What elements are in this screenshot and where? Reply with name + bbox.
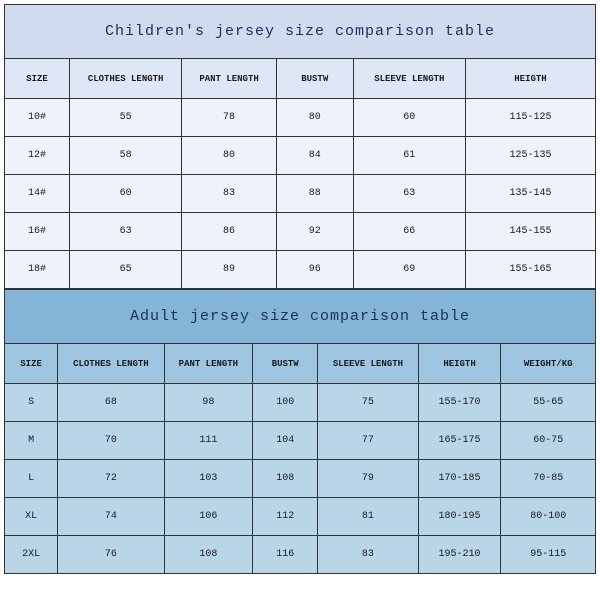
adult-header-cell: PANT LENGTH — [164, 344, 253, 384]
children-header-row: SIZECLOTHES LENGTHPANT LENGTHBUSTWSLEEVE… — [5, 59, 596, 99]
adult-title: Adult jersey size comparison table — [5, 290, 596, 344]
children-cell: 60 — [353, 99, 465, 137]
children-cell: 86 — [182, 213, 277, 251]
adult-data-row: L7210310879170-18570-85 — [5, 460, 596, 498]
children-cell: 78 — [182, 99, 277, 137]
adult-cell: 70-85 — [501, 460, 596, 498]
adult-header-cell: SLEEVE LENGTH — [318, 344, 418, 384]
adult-cell: 108 — [253, 460, 318, 498]
adult-cell: 83 — [318, 536, 418, 574]
adult-data-row: XL7410611281180-19580-100 — [5, 498, 596, 536]
children-cell: 80 — [276, 99, 353, 137]
children-cell: 155-165 — [465, 251, 595, 289]
children-data-row: 18#65899669155-165 — [5, 251, 596, 289]
adult-cell: 80-100 — [501, 498, 596, 536]
children-data-row: 14#60838863135-145 — [5, 175, 596, 213]
adult-cell: 116 — [253, 536, 318, 574]
children-cell: 115-125 — [465, 99, 595, 137]
adult-data-row: M7011110477165-17560-75 — [5, 422, 596, 460]
adult-cell: 104 — [253, 422, 318, 460]
children-cell: 92 — [276, 213, 353, 251]
adult-cell: 155-170 — [418, 384, 501, 422]
adult-cell: 72 — [58, 460, 164, 498]
adult-cell: 112 — [253, 498, 318, 536]
children-header-cell: CLOTHES LENGTH — [70, 59, 182, 99]
adult-title-row: Adult jersey size comparison table — [5, 290, 596, 344]
children-cell: 55 — [70, 99, 182, 137]
children-header-cell: PANT LENGTH — [182, 59, 277, 99]
children-header-cell: SIZE — [5, 59, 70, 99]
adult-cell: XL — [5, 498, 58, 536]
adult-cell: 180-195 — [418, 498, 501, 536]
children-cell: 145-155 — [465, 213, 595, 251]
adult-cell: 75 — [318, 384, 418, 422]
children-cell: 16# — [5, 213, 70, 251]
adult-header-cell: BUSTW — [253, 344, 318, 384]
children-cell: 66 — [353, 213, 465, 251]
adult-cell: 106 — [164, 498, 253, 536]
adult-cell: 76 — [58, 536, 164, 574]
children-cell: 65 — [70, 251, 182, 289]
adult-header-cell: WEIGHT/KG — [501, 344, 596, 384]
children-header-cell: HEIGTH — [465, 59, 595, 99]
adult-cell: 60-75 — [501, 422, 596, 460]
children-cell: 88 — [276, 175, 353, 213]
children-cell: 80 — [182, 137, 277, 175]
adult-cell: L — [5, 460, 58, 498]
children-cell: 63 — [70, 213, 182, 251]
adult-cell: 165-175 — [418, 422, 501, 460]
children-cell: 83 — [182, 175, 277, 213]
adult-size-table: Adult jersey size comparison table SIZEC… — [4, 289, 596, 574]
children-cell: 63 — [353, 175, 465, 213]
adult-cell: M — [5, 422, 58, 460]
children-cell: 135-145 — [465, 175, 595, 213]
adult-cell: 77 — [318, 422, 418, 460]
adult-cell: 55-65 — [501, 384, 596, 422]
children-title-row: Children's jersey size comparison table — [5, 5, 596, 59]
adult-cell: 68 — [58, 384, 164, 422]
adult-cell: 103 — [164, 460, 253, 498]
adult-cell: 95-115 — [501, 536, 596, 574]
adult-data-row: 2XL7610811683195-21095-115 — [5, 536, 596, 574]
children-cell: 96 — [276, 251, 353, 289]
children-cell: 84 — [276, 137, 353, 175]
adult-cell: 100 — [253, 384, 318, 422]
children-data-row: 10#55788060115-125 — [5, 99, 596, 137]
children-cell: 58 — [70, 137, 182, 175]
adult-data-row: S689810075155-17055-65 — [5, 384, 596, 422]
adult-cell: 70 — [58, 422, 164, 460]
children-data-row: 16#63869266145-155 — [5, 213, 596, 251]
adult-cell: 74 — [58, 498, 164, 536]
adult-header-cell: SIZE — [5, 344, 58, 384]
adult-cell: 81 — [318, 498, 418, 536]
children-header-cell: BUSTW — [276, 59, 353, 99]
children-cell: 125-135 — [465, 137, 595, 175]
adult-cell: 79 — [318, 460, 418, 498]
adult-cell: 111 — [164, 422, 253, 460]
adult-header-cell: HEIGTH — [418, 344, 501, 384]
adult-cell: 170-185 — [418, 460, 501, 498]
children-cell: 12# — [5, 137, 70, 175]
adult-cell: S — [5, 384, 58, 422]
adult-cell: 195-210 — [418, 536, 501, 574]
adult-cell: 98 — [164, 384, 253, 422]
children-header-cell: SLEEVE LENGTH — [353, 59, 465, 99]
children-data-row: 12#58808461125-135 — [5, 137, 596, 175]
children-cell: 10# — [5, 99, 70, 137]
children-cell: 14# — [5, 175, 70, 213]
adult-cell: 2XL — [5, 536, 58, 574]
children-cell: 18# — [5, 251, 70, 289]
children-cell: 61 — [353, 137, 465, 175]
children-title: Children's jersey size comparison table — [5, 5, 596, 59]
adult-header-cell: CLOTHES LENGTH — [58, 344, 164, 384]
children-cell: 69 — [353, 251, 465, 289]
children-cell: 89 — [182, 251, 277, 289]
children-size-table: Children's jersey size comparison table … — [4, 4, 596, 289]
children-cell: 60 — [70, 175, 182, 213]
adult-header-row: SIZECLOTHES LENGTHPANT LENGTHBUSTWSLEEVE… — [5, 344, 596, 384]
adult-cell: 108 — [164, 536, 253, 574]
